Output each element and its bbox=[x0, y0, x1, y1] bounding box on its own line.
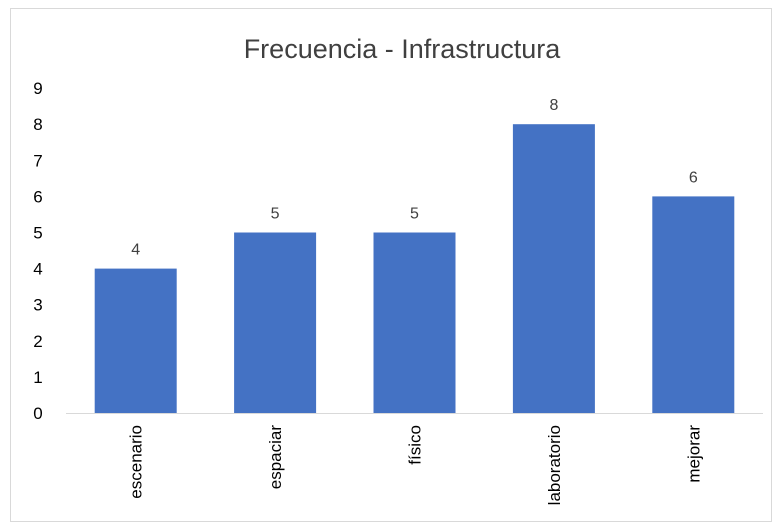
y-tick-label: 4 bbox=[33, 260, 42, 279]
y-tick-label: 5 bbox=[33, 224, 42, 243]
bars bbox=[94, 124, 735, 413]
y-tick-label: 0 bbox=[33, 404, 42, 423]
y-tick-label: 6 bbox=[33, 187, 42, 206]
y-tick-label: 8 bbox=[33, 115, 42, 134]
bar-físico bbox=[373, 232, 456, 413]
data-label: 4 bbox=[131, 242, 140, 259]
data-label: 6 bbox=[689, 169, 698, 186]
x-category-label: laboratorio bbox=[545, 425, 564, 505]
bar-escenario bbox=[94, 268, 177, 413]
y-tick-label: 7 bbox=[33, 151, 42, 170]
x-axis-category-labels: escenario espaciar físico laboratorio mejora… bbox=[127, 425, 704, 506]
y-tick-label: 1 bbox=[33, 368, 42, 387]
chart-title: Frecuencia - Infrastructura bbox=[244, 34, 562, 64]
data-labels: 4 5 5 8 6 bbox=[131, 97, 698, 258]
y-tick-label: 9 bbox=[33, 79, 42, 98]
x-category-label: espaciar bbox=[266, 425, 285, 490]
data-label: 5 bbox=[410, 206, 419, 223]
y-axis-tick-labels: 0 1 2 3 4 5 6 7 8 9 bbox=[33, 79, 42, 423]
bar-espaciar bbox=[234, 232, 317, 413]
y-tick-label: 3 bbox=[33, 296, 42, 315]
bar-mejorar bbox=[652, 196, 735, 413]
y-tick-label: 2 bbox=[33, 332, 42, 351]
x-category-label: escenario bbox=[127, 425, 146, 499]
data-label: 8 bbox=[549, 97, 558, 114]
bar-laboratorio bbox=[512, 124, 595, 413]
x-category-label: mejorar bbox=[684, 425, 703, 483]
data-label: 5 bbox=[271, 206, 280, 223]
x-category-label: físico bbox=[406, 425, 425, 465]
